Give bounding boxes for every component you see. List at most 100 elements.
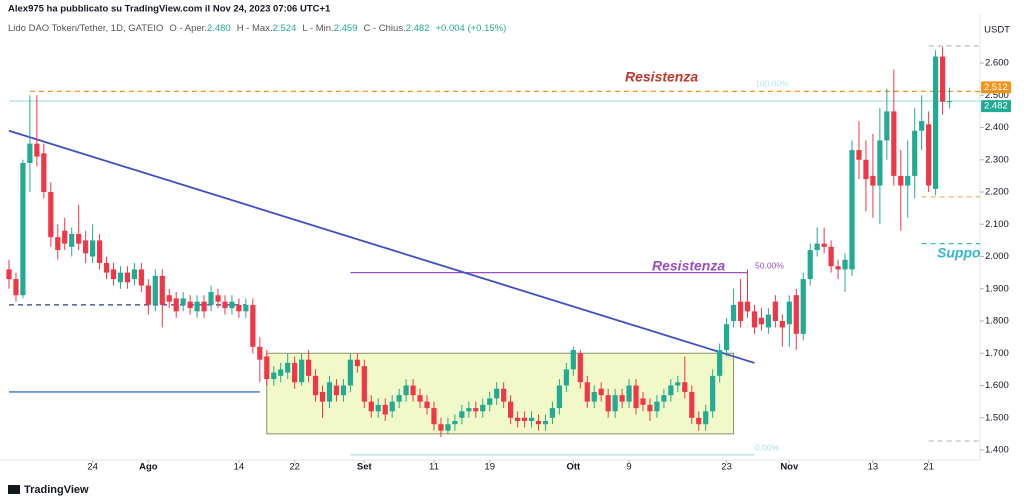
candle-body: [208, 291, 214, 305]
candle-body: [90, 240, 96, 257]
candle-body: [278, 369, 284, 376]
candle-body: [919, 121, 925, 131]
candle-body: [647, 404, 653, 412]
candle-body: [661, 395, 667, 402]
candle-body: [396, 395, 402, 402]
x-tick-label: Set: [357, 462, 373, 473]
candle-body: [501, 388, 507, 402]
candle-body: [138, 269, 144, 286]
candle-body: [271, 372, 277, 380]
candle-body: [250, 304, 256, 347]
candle-body: [800, 279, 806, 334]
candle-body: [76, 233, 82, 244]
x-tick-label: 22: [289, 462, 300, 473]
candle-body: [173, 298, 179, 312]
fib-label: 100.00%: [755, 78, 789, 88]
candle-body: [13, 279, 19, 296]
y-tick-label: 2.500: [985, 90, 1009, 101]
candle-body: [619, 395, 625, 402]
candle-body: [528, 417, 535, 421]
x-tick-label: 9: [626, 462, 631, 473]
candle-body: [354, 359, 360, 367]
candle-body: [570, 350, 576, 370]
candle-body: [326, 382, 333, 402]
candle-body: [222, 301, 228, 309]
candle-body: [556, 385, 562, 409]
candle-body: [751, 311, 758, 328]
candle-body: [807, 250, 813, 280]
candle-body: [577, 353, 583, 383]
candle-body: [368, 401, 374, 412]
candle-body: [626, 385, 632, 402]
candle-body: [737, 301, 744, 322]
candle-body: [912, 130, 918, 176]
candle-body: [821, 243, 827, 247]
candle-body: [264, 356, 270, 380]
candle-body: [187, 301, 193, 309]
candle-body: [514, 417, 521, 421]
candle-body: [62, 230, 68, 244]
y-tick-label: 1.900: [985, 283, 1009, 294]
legend-item: O - Aper.: [169, 23, 207, 34]
x-tick-label: 24: [87, 462, 98, 473]
candle-body: [103, 262, 110, 273]
candle-body: [124, 272, 131, 283]
candle-body: [521, 417, 528, 421]
candle-body: [765, 314, 772, 328]
candle-body: [480, 404, 486, 412]
x-tick-label: Ago: [139, 462, 158, 473]
logo: TradingView: [24, 484, 89, 496]
candle-body: [55, 237, 61, 251]
x-tick-label: 11: [429, 462, 439, 473]
legend: Lido DAO Token/Tether, 1D, GATEIO O - Ape…: [8, 23, 506, 34]
candle-body: [305, 359, 312, 376]
candle-body: [535, 420, 542, 425]
x-tick-label: 14: [234, 462, 245, 473]
candle-body: [877, 140, 883, 186]
candle-body: [166, 295, 172, 302]
x-tick-label: Nov: [780, 462, 799, 473]
candle-body: [215, 295, 221, 302]
candle-body: [772, 301, 778, 322]
y-tick-label: 2.600: [985, 58, 1009, 69]
candle-body: [347, 359, 353, 386]
legend-item: +0.004 (+0.15%): [436, 23, 507, 34]
legend-item: H - Max.: [237, 23, 273, 34]
candle-body: [292, 362, 298, 383]
candle-body: [884, 111, 890, 141]
candle-body: [793, 295, 799, 334]
candle-body: [438, 424, 444, 431]
candle-body: [487, 398, 493, 405]
candle-body: [605, 395, 611, 412]
candle-body: [201, 301, 207, 312]
fib-label: 0.00%: [755, 442, 780, 452]
candle-body: [131, 269, 138, 280]
candle-body: [689, 391, 695, 418]
candle-body: [236, 304, 242, 312]
candle-body: [926, 124, 932, 186]
candle-body: [34, 143, 40, 157]
candle-body: [194, 301, 200, 312]
y-tick-label: 2.400: [985, 122, 1009, 133]
y-tick-label: 1.500: [985, 412, 1009, 423]
candle-body: [842, 259, 848, 270]
candle-body: [856, 150, 862, 160]
candle-body: [891, 111, 897, 176]
candle-body: [898, 175, 904, 186]
annotation: Resistenza: [625, 69, 698, 85]
y-tick-label: 1.800: [985, 316, 1009, 327]
candle-body: [744, 301, 751, 312]
candle-body: [654, 401, 660, 412]
candle-body: [682, 382, 688, 392]
candle-body: [382, 404, 388, 415]
candle-body: [668, 385, 674, 396]
candle-body: [452, 420, 458, 425]
candle-body: [730, 304, 737, 322]
legend-item: Lido DAO Token/Tether, 1D, GATEIO: [8, 23, 163, 34]
candle-body: [870, 175, 876, 186]
candle-body: [445, 424, 451, 431]
price-tag-label: 2.512: [984, 82, 1008, 93]
price-tag-label: 2.482: [984, 101, 1008, 112]
candle-body: [319, 391, 326, 402]
candle-body: [584, 382, 590, 402]
